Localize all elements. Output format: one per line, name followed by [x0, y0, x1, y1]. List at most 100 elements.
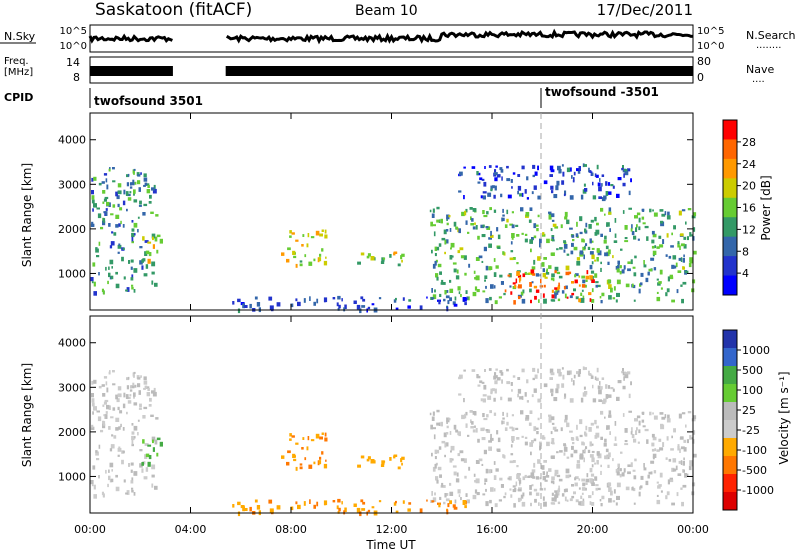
velocity-cell	[430, 424, 433, 430]
velocity-cell	[564, 496, 567, 502]
power-cell	[608, 284, 612, 289]
velocity-cell	[630, 381, 632, 386]
cpid-label: CPID	[4, 91, 33, 104]
power-cell	[466, 296, 469, 300]
power-cell	[526, 176, 529, 181]
power-cell	[511, 211, 514, 214]
velocity-cell	[111, 469, 113, 472]
power-cell	[483, 181, 487, 187]
power-cell	[441, 237, 446, 241]
velocity-cell	[638, 491, 641, 497]
velocity-cell	[131, 385, 135, 389]
velocity-cell	[103, 401, 107, 405]
power-cell	[337, 308, 340, 311]
power-cell	[471, 166, 476, 169]
velocity-cell	[539, 441, 542, 447]
power-cell	[666, 233, 669, 238]
velocity-cell	[108, 469, 110, 473]
velocity-cell	[579, 434, 583, 438]
power-cell	[108, 272, 111, 278]
power-cell	[556, 248, 559, 251]
power-cell	[507, 274, 511, 277]
velocity-cell	[589, 373, 592, 376]
velocity-cell	[131, 431, 135, 435]
power-cell	[513, 300, 516, 305]
velocity-cell	[432, 427, 436, 430]
velocity-cell	[93, 379, 97, 384]
power-cell	[680, 233, 684, 237]
velocity-cell	[488, 440, 492, 443]
velocity-cell	[115, 486, 120, 492]
power-cell	[436, 206, 440, 210]
velocity-cell	[290, 506, 294, 511]
power-cell	[93, 203, 97, 208]
power-cell	[537, 214, 540, 218]
velocity-cell	[606, 425, 610, 430]
velocity-cell	[443, 501, 446, 505]
power-cell	[565, 265, 570, 271]
velocity-cell	[389, 457, 392, 461]
power-cell	[111, 266, 113, 269]
velocity-cell	[485, 488, 487, 492]
power-cell	[556, 271, 561, 275]
velocity-cell	[319, 456, 322, 460]
velocity-cell	[520, 494, 524, 499]
power-scatter	[90, 163, 697, 314]
power-cell	[295, 263, 298, 268]
velocity-cell	[533, 426, 537, 432]
power-cell	[590, 219, 594, 223]
power-cell	[555, 288, 558, 293]
power-cell	[526, 197, 529, 200]
power-cell	[566, 167, 571, 173]
velocity-cell	[371, 506, 375, 509]
power-cell	[566, 219, 570, 225]
power-cell	[571, 281, 574, 284]
power-cell	[630, 228, 633, 232]
velocity-cell	[431, 491, 433, 496]
power-cell	[504, 224, 508, 228]
velocity-cell	[584, 391, 588, 395]
velocity-cell	[640, 485, 643, 489]
velocity-cell	[137, 377, 141, 380]
power-cell	[494, 185, 497, 191]
power-cell	[435, 273, 439, 278]
velocity-cell	[362, 501, 366, 505]
velocity-cell	[680, 446, 685, 450]
velocity-cell	[464, 413, 467, 419]
velocity-cell	[582, 449, 586, 454]
power-cell	[449, 288, 454, 293]
power-cell	[455, 226, 458, 230]
power-cell	[658, 235, 662, 239]
velocity-cell	[295, 442, 299, 445]
velocity-cell	[504, 492, 507, 496]
power-cell	[489, 207, 492, 211]
velocity-cell	[490, 388, 493, 394]
velocity-cell	[656, 494, 659, 497]
velocity-cell	[143, 476, 148, 480]
power-cell	[589, 275, 593, 280]
power-cell	[599, 178, 601, 182]
velocity-cell	[302, 437, 305, 440]
velocity-cell	[591, 491, 594, 496]
power-cell	[564, 216, 568, 220]
velocity-cell	[131, 487, 134, 490]
power-cell	[512, 257, 516, 260]
velocity-cell	[660, 423, 664, 427]
power-cell	[532, 273, 536, 276]
velocity-cell	[537, 398, 542, 403]
power-cell	[551, 219, 555, 222]
power-cell	[116, 195, 120, 200]
velocity-cell	[672, 458, 677, 463]
power-cell	[691, 215, 696, 219]
power-cell	[499, 274, 503, 278]
velocity-cell	[112, 407, 116, 411]
velocity-cell	[524, 392, 527, 397]
power-cell	[646, 236, 649, 241]
velocity-cell	[92, 465, 96, 470]
power-cell	[559, 247, 563, 250]
power-cell	[497, 234, 501, 240]
power-cell	[683, 266, 685, 270]
velocity-cell	[570, 453, 574, 458]
velocity-cell	[117, 406, 120, 411]
velocity-cell	[130, 469, 133, 473]
